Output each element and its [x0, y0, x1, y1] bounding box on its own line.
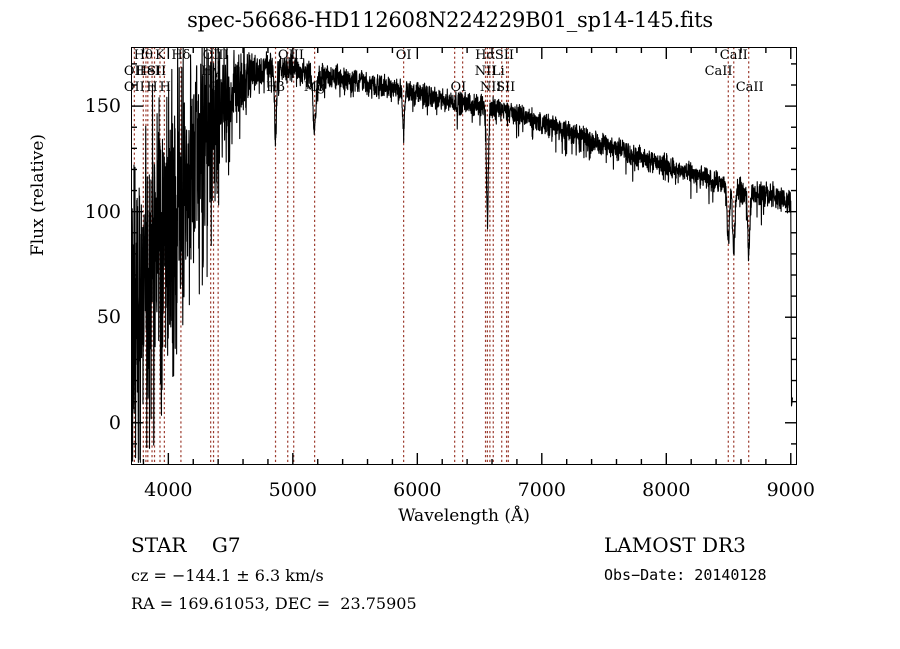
- line-label-H-4861: Hβ: [266, 80, 285, 95]
- object-class-line: STAR G7: [131, 533, 241, 557]
- line-label-Mg-5175: Mg: [303, 80, 326, 95]
- line-label-CaII-8542: CaII: [719, 48, 748, 63]
- line-label-G-4363: G: [208, 80, 219, 95]
- line-label-SII-6700: SII: [494, 48, 515, 63]
- line-label-OI-5890: OI: [395, 48, 412, 63]
- redshift-line: cz = −144.1 ± 6.3 km/s: [131, 566, 324, 585]
- line-label-K-3933: K: [155, 48, 165, 63]
- y-tick-label-50: 50: [96, 306, 121, 329]
- x-tick-label-5000: 5000: [268, 479, 318, 501]
- line-label-NII-6590: NII: [479, 80, 502, 95]
- x-tick-label-6000: 6000: [393, 479, 442, 501]
- obs-date-line: Obs−Date: 20140128: [604, 566, 767, 584]
- line-label-H-6545: Hα: [475, 48, 496, 63]
- line-label-OII-3727: OII: [123, 64, 145, 79]
- line-label-OIII-4985: OIII: [277, 48, 304, 63]
- line-label-CaII-8420: CaII: [704, 64, 733, 79]
- survey-line: LAMOST DR3: [604, 533, 746, 557]
- line-label-H-4340: Hγ: [201, 64, 221, 79]
- line-label-OI-6330: OI: [450, 80, 467, 95]
- line-label-OII-3727: OII: [123, 80, 145, 95]
- line-label-Li-6650: Li: [491, 64, 505, 79]
- x-axis-title: Wavelength (Å): [398, 506, 530, 526]
- y-tick-label-0: 0: [108, 411, 121, 434]
- line-label-H-3799: Hθ: [133, 48, 153, 63]
- x-tick-label-4000: 4000: [144, 479, 193, 501]
- page-title: spec-56686-HD112608N224229B01_sp14-145.f…: [187, 8, 713, 32]
- plot-area: [131, 47, 797, 465]
- line-label-H-3975: H: [159, 80, 171, 95]
- axis-frame: [131, 47, 797, 465]
- y-tick-label-150: 150: [84, 95, 121, 118]
- line-label-SII-6710: SII: [496, 80, 516, 95]
- line-label-HeI-3835: HeI: [135, 64, 160, 79]
- footer-info: STAR G7 cz = −144.1 ± 6.3 km/s RA = 169.…: [0, 533, 900, 643]
- y-axis-title: Flux (relative): [28, 133, 48, 257]
- footer-right-block: LAMOST DR3 Obs−Date: 20140128: [604, 533, 767, 584]
- line-label-CaII-8670: CaII: [735, 80, 764, 95]
- line-label-H-4101: Hδ: [171, 48, 191, 63]
- footer-left-block: STAR G7 cz = −144.1 ± 6.3 km/s RA = 169.…: [131, 533, 417, 622]
- coordinates-line: RA = 169.61053, DEC = 23.75905: [131, 594, 417, 613]
- line-label-OIII-4380: OIII: [202, 48, 229, 63]
- line-label-NII-6548: NII: [474, 64, 497, 79]
- line-label-SII-3905: SII: [146, 64, 167, 79]
- x-tick-label-8000: 8000: [642, 479, 691, 501]
- x-tick-label-9000: 9000: [766, 479, 815, 501]
- line-label-H-3869: H: [146, 80, 158, 95]
- spectrum-trace: [131, 47, 797, 465]
- y-tick-label-100: 100: [84, 200, 121, 223]
- spectrum-path: [131, 47, 793, 462]
- x-tick-label-7000: 7000: [517, 479, 566, 501]
